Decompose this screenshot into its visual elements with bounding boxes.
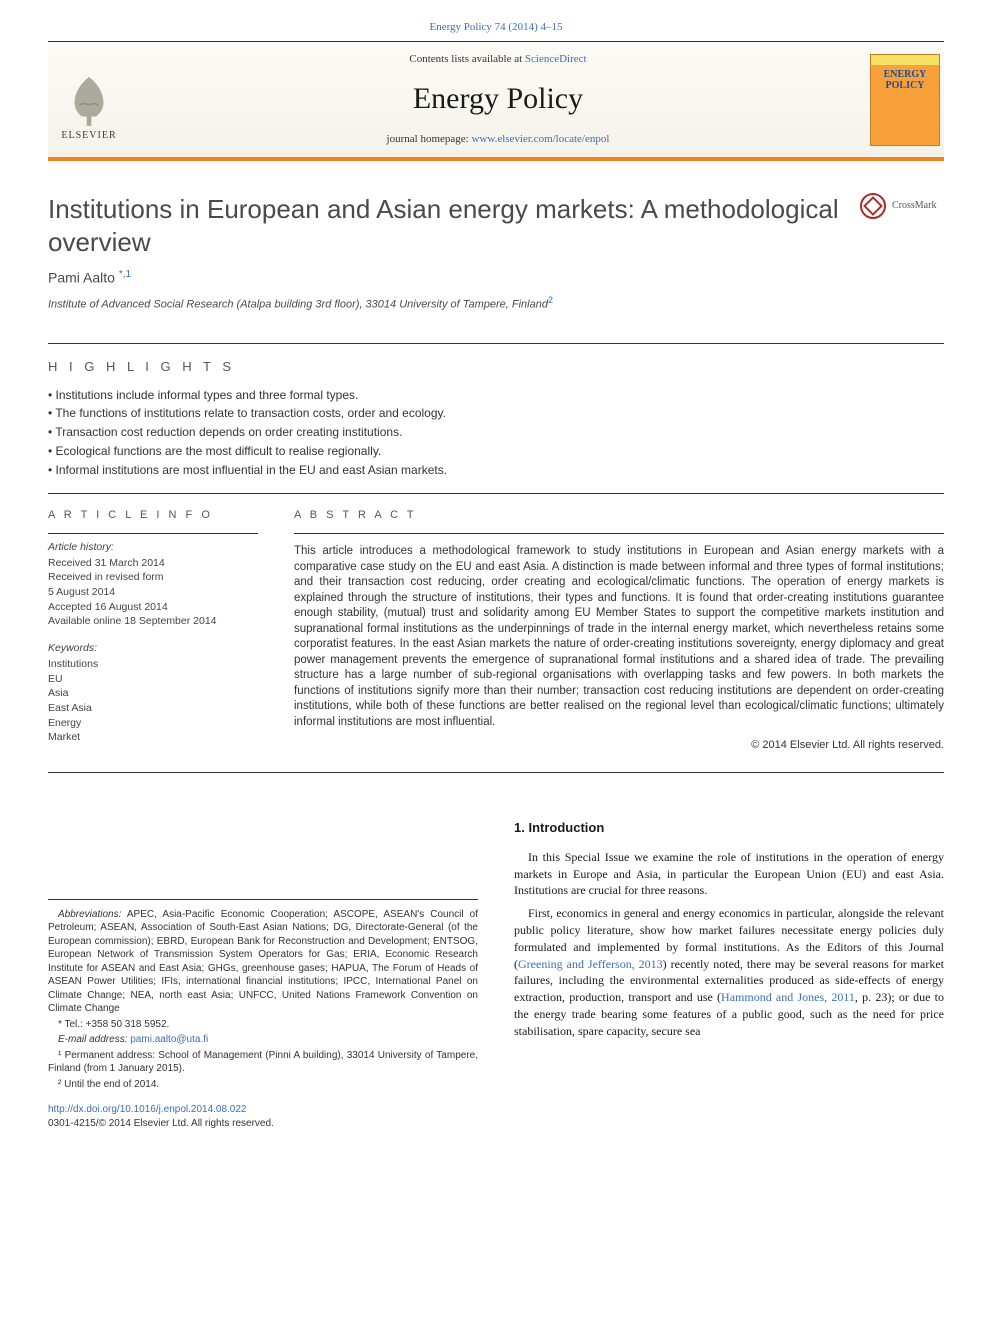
crossmark-icon xyxy=(860,193,886,219)
history-line: Available online 18 September 2014 xyxy=(48,614,258,629)
contents-prefix: Contents lists available at xyxy=(409,53,524,65)
abstract-text: This article introduces a methodological… xyxy=(294,544,944,730)
highlight-item: • Informal institutions are most influen… xyxy=(48,462,944,479)
orange-rule xyxy=(48,157,944,161)
article-info-label: A R T I C L E I N F O xyxy=(48,508,258,523)
highlight-item: • Ecological functions are the most diff… xyxy=(48,443,944,460)
article-header: Institutions in European and Asian energ… xyxy=(48,193,944,333)
body-paragraph: First, economics in general and energy e… xyxy=(514,905,944,1039)
affiliation-marker: 2 xyxy=(548,295,553,305)
footnotes-block: Abbreviations: APEC, Asia-Pacific Econom… xyxy=(48,908,478,1092)
body-left-column: Abbreviations: APEC, Asia-Pacific Econom… xyxy=(48,819,478,1132)
history-line: 5 August 2014 xyxy=(48,585,258,600)
citation-link[interactable]: Hammond and Jones, 2011 xyxy=(721,990,855,1004)
citation-link[interactable]: Greening and Jefferson, 2013 xyxy=(518,957,663,971)
running-head-citation: Energy Policy 74 (2014) 4–15 xyxy=(48,20,944,35)
body-columns: Abbreviations: APEC, Asia-Pacific Econom… xyxy=(48,819,944,1132)
highlight-item: • Institutions include informal types an… xyxy=(48,387,944,404)
keyword: EU xyxy=(48,672,258,687)
sciencedirect-link[interactable]: ScienceDirect xyxy=(525,53,587,65)
corr-email: E-mail address: pami.aalto@uta.fi xyxy=(48,1033,478,1047)
section-heading: 1. Introduction xyxy=(514,819,944,837)
keyword: East Asia xyxy=(48,701,258,716)
keyword: Energy xyxy=(48,716,258,731)
affiliation-text: Institute of Advanced Social Research (A… xyxy=(48,299,548,311)
keywords-label: Keywords: xyxy=(48,641,258,656)
contents-lists-line: Contents lists available at ScienceDirec… xyxy=(126,52,870,67)
highlight-item: • Transaction cost reduction depends on … xyxy=(48,424,944,441)
rule-after-abstract xyxy=(48,772,944,773)
abstract-copyright: © 2014 Elsevier Ltd. All rights reserved… xyxy=(294,738,944,753)
abbreviations: Abbreviations: APEC, Asia-Pacific Econom… xyxy=(48,908,478,1016)
footnotes-rule xyxy=(48,899,478,900)
elsevier-tree-icon xyxy=(54,69,124,129)
email-label: E-mail address: xyxy=(58,1034,130,1045)
journal-masthead: ELSEVIER Contents lists available at Sci… xyxy=(48,42,944,157)
author-line: Pami Aalto *,1 xyxy=(48,268,860,288)
highlights-label: H I G H L I G H T S xyxy=(48,358,944,376)
journal-homepage-line: journal homepage: www.elsevier.com/locat… xyxy=(126,132,870,147)
abbreviations-text: APEC, Asia-Pacific Economic Cooperation;… xyxy=(48,909,478,1015)
corr-tel: * Tel.: +358 50 318 5952. xyxy=(48,1018,478,1032)
cover-title-l1: ENERGY xyxy=(884,69,927,80)
homepage-prefix: journal homepage: xyxy=(387,133,472,145)
publisher-logo: ELSEVIER xyxy=(52,57,126,143)
rule-after-highlights xyxy=(48,493,944,494)
keyword: Market xyxy=(48,730,258,745)
section-title: Introduction xyxy=(528,820,604,835)
crossmark-label: CrossMark xyxy=(892,199,936,213)
highlight-item: • The functions of institutions relate t… xyxy=(48,405,944,422)
doi-block: http://dx.doi.org/10.1016/j.enpol.2014.0… xyxy=(48,1103,478,1131)
journal-homepage-link[interactable]: www.elsevier.com/locate/enpol xyxy=(471,133,609,145)
history-line: Received 31 March 2014 xyxy=(48,556,258,571)
issn-copyright: 0301-4215/© 2014 Elsevier Ltd. All right… xyxy=(48,1118,274,1129)
abstract-label: A B S T R A C T xyxy=(294,508,944,523)
abstract-column: A B S T R A C T This article introduces … xyxy=(294,504,944,754)
doi-link[interactable]: http://dx.doi.org/10.1016/j.enpol.2014.0… xyxy=(48,1104,247,1115)
rule-before-highlights xyxy=(48,343,944,344)
body-right-column: 1. Introduction In this Special Issue we… xyxy=(514,819,944,1132)
abstract-rule xyxy=(294,533,944,534)
abbreviations-label: Abbreviations: xyxy=(58,909,121,920)
history-label: Article history: xyxy=(48,540,258,555)
footnote-2: ² Until the end of 2014. xyxy=(48,1078,478,1092)
info-rule xyxy=(48,533,258,534)
cover-strip xyxy=(871,55,939,65)
masthead-center: Contents lists available at ScienceDirec… xyxy=(126,52,870,147)
email-link[interactable]: pami.aalto@uta.fi xyxy=(130,1034,208,1045)
section-number: 1. xyxy=(514,820,525,835)
keyword: Asia xyxy=(48,686,258,701)
article-info-column: A R T I C L E I N F O Article history: R… xyxy=(48,504,258,754)
keyword: Institutions xyxy=(48,657,258,672)
body-paragraph: In this Special Issue we examine the rol… xyxy=(514,849,944,899)
history-line: Received in revised form xyxy=(48,570,258,585)
footnote-1: ¹ Permanent address: School of Managemen… xyxy=(48,1049,478,1076)
author-affiliation: Institute of Advanced Social Research (A… xyxy=(48,294,860,313)
author-markers: *,1 xyxy=(119,269,131,280)
info-abstract-row: A R T I C L E I N F O Article history: R… xyxy=(48,504,944,754)
cover-title-l2: POLICY xyxy=(886,80,925,91)
history-line: Accepted 16 August 2014 xyxy=(48,600,258,615)
highlights-list: • Institutions include informal types an… xyxy=(48,387,944,479)
journal-title: Energy Policy xyxy=(126,78,870,120)
publisher-logo-text: ELSEVIER xyxy=(61,129,116,143)
journal-cover-thumbnail: ENERGY POLICY xyxy=(870,54,940,146)
author-name: Pami Aalto xyxy=(48,270,115,286)
cover-title: ENERGY POLICY xyxy=(884,69,927,91)
crossmark-badge[interactable]: CrossMark xyxy=(860,193,944,219)
article-title: Institutions in European and Asian energ… xyxy=(48,193,860,258)
